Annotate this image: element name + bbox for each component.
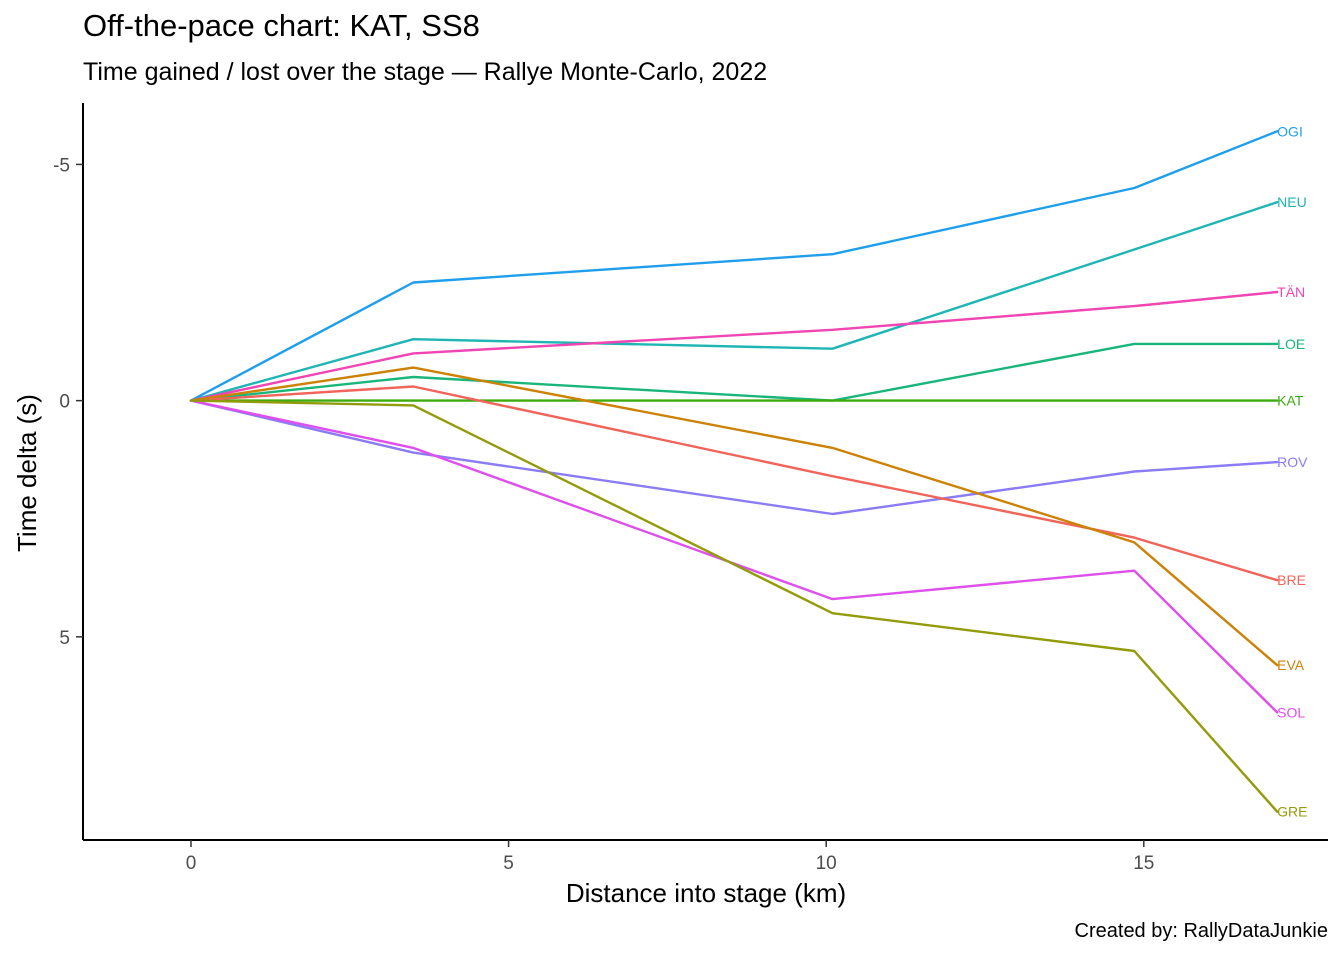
y-tick-label: 5 xyxy=(59,628,70,649)
series-label-eva: EVA xyxy=(1277,657,1305,673)
series-line-rov xyxy=(189,399,1279,516)
series-label-bre: BRE xyxy=(1277,572,1306,588)
series-label-sol: SOL xyxy=(1277,704,1305,720)
y-tick-label: -5 xyxy=(53,155,70,176)
x-axis-title: Distance into stage (km) xyxy=(566,878,846,908)
series-label-neu: NEU xyxy=(1277,194,1307,210)
series-line-eva xyxy=(189,366,1279,667)
series-label-layer: OGI NEU TÄN LOE KAT ROV BRE EVA SOL GRE xyxy=(1277,123,1308,819)
series-label-loe: LOE xyxy=(1277,336,1305,352)
series-label-gre: GRE xyxy=(1277,804,1307,820)
series-line-neu xyxy=(189,200,1279,402)
series-label-kat: KAT xyxy=(1277,393,1304,409)
chart-title: Off-the-pace chart: KAT, SS8 xyxy=(83,8,480,43)
y-tick-label: 0 xyxy=(59,392,70,413)
series-line-ogi xyxy=(189,130,1279,402)
chart-caption: Created by: RallyDataJunkie xyxy=(1074,920,1328,942)
x-tick-label: 5 xyxy=(503,853,514,874)
y-axis-ticks: -5 0 5 xyxy=(53,155,83,649)
series-line-loe xyxy=(189,342,1279,402)
series-label-tän: TÄN xyxy=(1277,284,1305,300)
chart-subtitle: Time gained / lost over the stage — Rall… xyxy=(83,58,768,86)
series-label-rov: ROV xyxy=(1277,454,1308,470)
series-line-sol xyxy=(189,399,1279,714)
series-line-tän xyxy=(189,290,1279,402)
x-tick-label: 15 xyxy=(1133,853,1154,874)
series-layer xyxy=(189,130,1279,813)
series-label-ogi: OGI xyxy=(1277,123,1303,139)
series-line-gre xyxy=(189,399,1279,813)
x-tick-label: 10 xyxy=(816,853,837,874)
y-axis-title: Time delta (s) xyxy=(12,394,42,552)
x-axis-ticks: 0 5 10 15 xyxy=(186,840,1154,874)
x-tick-label: 0 xyxy=(186,853,197,874)
series-line-bre xyxy=(189,385,1279,582)
